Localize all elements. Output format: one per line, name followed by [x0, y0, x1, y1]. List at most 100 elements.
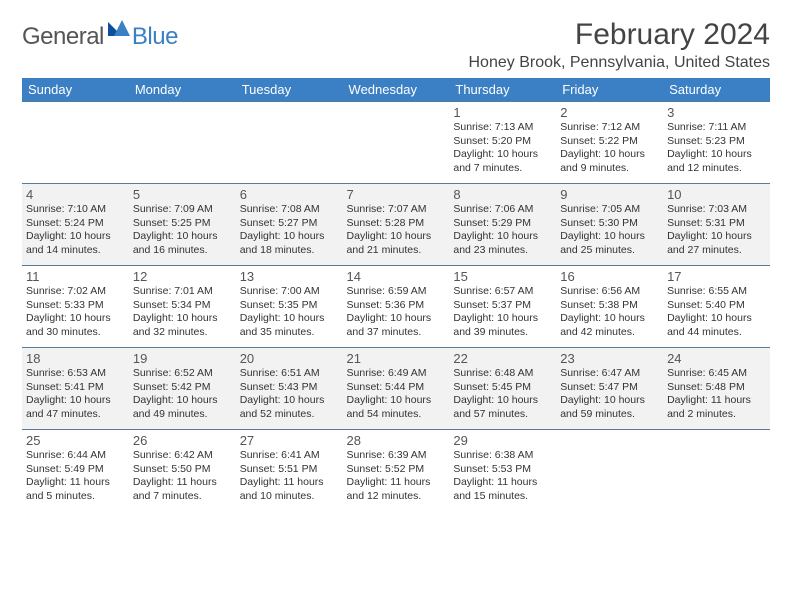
- sun-info: Sunrise: 7:09 AMSunset: 5:25 PMDaylight:…: [133, 203, 232, 258]
- sunset-line: Sunset: 5:37 PM: [453, 299, 552, 313]
- day-number: 14: [347, 269, 446, 284]
- calendar-cell: 28Sunrise: 6:39 AMSunset: 5:52 PMDayligh…: [343, 430, 450, 512]
- calendar-cell: [556, 430, 663, 512]
- daylight-line: Daylight: 10 hours and 52 minutes.: [240, 394, 339, 421]
- sunrise-line: Sunrise: 6:38 AM: [453, 449, 552, 463]
- daylight-line: Daylight: 10 hours and 25 minutes.: [560, 230, 659, 257]
- sun-info: Sunrise: 6:47 AMSunset: 5:47 PMDaylight:…: [560, 367, 659, 422]
- sunset-line: Sunset: 5:41 PM: [26, 381, 125, 395]
- calendar-cell: 2Sunrise: 7:12 AMSunset: 5:22 PMDaylight…: [556, 102, 663, 184]
- sunrise-line: Sunrise: 6:47 AM: [560, 367, 659, 381]
- sunrise-line: Sunrise: 6:59 AM: [347, 285, 446, 299]
- day-number: 15: [453, 269, 552, 284]
- calendar-cell: 22Sunrise: 6:48 AMSunset: 5:45 PMDayligh…: [449, 348, 556, 430]
- sun-info: Sunrise: 6:49 AMSunset: 5:44 PMDaylight:…: [347, 367, 446, 422]
- day-header-row: SundayMondayTuesdayWednesdayThursdayFrid…: [22, 78, 770, 102]
- daylight-line: Daylight: 10 hours and 59 minutes.: [560, 394, 659, 421]
- daylight-line: Daylight: 11 hours and 15 minutes.: [453, 476, 552, 503]
- daylight-line: Daylight: 10 hours and 14 minutes.: [26, 230, 125, 257]
- daylight-line: Daylight: 10 hours and 21 minutes.: [347, 230, 446, 257]
- title-block: February 2024 Honey Brook, Pennsylvania,…: [469, 18, 771, 72]
- daylight-line: Daylight: 11 hours and 7 minutes.: [133, 476, 232, 503]
- header: General Blue February 2024 Honey Brook, …: [22, 18, 770, 72]
- sunset-line: Sunset: 5:20 PM: [453, 135, 552, 149]
- daylight-line: Daylight: 10 hours and 47 minutes.: [26, 394, 125, 421]
- day-header: Saturday: [663, 78, 770, 102]
- logo-word-blue: Blue: [132, 23, 178, 51]
- sunrise-line: Sunrise: 6:48 AM: [453, 367, 552, 381]
- sunrise-line: Sunrise: 6:52 AM: [133, 367, 232, 381]
- day-header: Sunday: [22, 78, 129, 102]
- sunrise-line: Sunrise: 6:45 AM: [667, 367, 766, 381]
- sunrise-line: Sunrise: 7:01 AM: [133, 285, 232, 299]
- sunrise-line: Sunrise: 6:39 AM: [347, 449, 446, 463]
- day-number: 18: [26, 351, 125, 366]
- calendar-cell: [22, 102, 129, 184]
- day-number: 3: [667, 105, 766, 120]
- calendar-cell: 18Sunrise: 6:53 AMSunset: 5:41 PMDayligh…: [22, 348, 129, 430]
- calendar-cell: 23Sunrise: 6:47 AMSunset: 5:47 PMDayligh…: [556, 348, 663, 430]
- day-number: 23: [560, 351, 659, 366]
- calendar-cell: 10Sunrise: 7:03 AMSunset: 5:31 PMDayligh…: [663, 184, 770, 266]
- sunrise-line: Sunrise: 7:10 AM: [26, 203, 125, 217]
- sunset-line: Sunset: 5:23 PM: [667, 135, 766, 149]
- sunrise-line: Sunrise: 6:44 AM: [26, 449, 125, 463]
- sun-info: Sunrise: 6:51 AMSunset: 5:43 PMDaylight:…: [240, 367, 339, 422]
- calendar-cell: 7Sunrise: 7:07 AMSunset: 5:28 PMDaylight…: [343, 184, 450, 266]
- calendar-cell: 27Sunrise: 6:41 AMSunset: 5:51 PMDayligh…: [236, 430, 343, 512]
- calendar-cell: [129, 102, 236, 184]
- sunset-line: Sunset: 5:43 PM: [240, 381, 339, 395]
- day-number: 5: [133, 187, 232, 202]
- daylight-line: Daylight: 11 hours and 2 minutes.: [667, 394, 766, 421]
- sunset-line: Sunset: 5:42 PM: [133, 381, 232, 395]
- sunset-line: Sunset: 5:38 PM: [560, 299, 659, 313]
- calendar-cell: 1Sunrise: 7:13 AMSunset: 5:20 PMDaylight…: [449, 102, 556, 184]
- day-number: 1: [453, 105, 552, 120]
- sun-info: Sunrise: 6:57 AMSunset: 5:37 PMDaylight:…: [453, 285, 552, 340]
- calendar-grid: SundayMondayTuesdayWednesdayThursdayFrid…: [22, 78, 770, 512]
- day-number: 24: [667, 351, 766, 366]
- day-number: 25: [26, 433, 125, 448]
- sunset-line: Sunset: 5:29 PM: [453, 217, 552, 231]
- sunset-line: Sunset: 5:53 PM: [453, 463, 552, 477]
- sunset-line: Sunset: 5:22 PM: [560, 135, 659, 149]
- sunset-line: Sunset: 5:36 PM: [347, 299, 446, 313]
- day-number: 7: [347, 187, 446, 202]
- sunrise-line: Sunrise: 6:56 AM: [560, 285, 659, 299]
- sunrise-line: Sunrise: 6:55 AM: [667, 285, 766, 299]
- calendar-row: 1Sunrise: 7:13 AMSunset: 5:20 PMDaylight…: [22, 102, 770, 184]
- day-number: 21: [347, 351, 446, 366]
- sun-info: Sunrise: 6:39 AMSunset: 5:52 PMDaylight:…: [347, 449, 446, 504]
- sunrise-line: Sunrise: 6:42 AM: [133, 449, 232, 463]
- sun-info: Sunrise: 6:52 AMSunset: 5:42 PMDaylight:…: [133, 367, 232, 422]
- daylight-line: Daylight: 10 hours and 54 minutes.: [347, 394, 446, 421]
- sunset-line: Sunset: 5:45 PM: [453, 381, 552, 395]
- sun-info: Sunrise: 6:53 AMSunset: 5:41 PMDaylight:…: [26, 367, 125, 422]
- day-number: 16: [560, 269, 659, 284]
- calendar-row: 18Sunrise: 6:53 AMSunset: 5:41 PMDayligh…: [22, 348, 770, 430]
- sun-info: Sunrise: 7:06 AMSunset: 5:29 PMDaylight:…: [453, 203, 552, 258]
- sunset-line: Sunset: 5:28 PM: [347, 217, 446, 231]
- day-number: 19: [133, 351, 232, 366]
- day-number: 28: [347, 433, 446, 448]
- calendar-cell: 17Sunrise: 6:55 AMSunset: 5:40 PMDayligh…: [663, 266, 770, 348]
- day-header: Wednesday: [343, 78, 450, 102]
- day-number: 12: [133, 269, 232, 284]
- day-header: Tuesday: [236, 78, 343, 102]
- sunrise-line: Sunrise: 7:07 AM: [347, 203, 446, 217]
- daylight-line: Daylight: 10 hours and 23 minutes.: [453, 230, 552, 257]
- daylight-line: Daylight: 10 hours and 49 minutes.: [133, 394, 232, 421]
- calendar-row: 11Sunrise: 7:02 AMSunset: 5:33 PMDayligh…: [22, 266, 770, 348]
- daylight-line: Daylight: 10 hours and 57 minutes.: [453, 394, 552, 421]
- sunrise-line: Sunrise: 6:51 AM: [240, 367, 339, 381]
- calendar-cell: 8Sunrise: 7:06 AMSunset: 5:29 PMDaylight…: [449, 184, 556, 266]
- daylight-line: Daylight: 11 hours and 5 minutes.: [26, 476, 125, 503]
- sun-info: Sunrise: 7:13 AMSunset: 5:20 PMDaylight:…: [453, 121, 552, 176]
- calendar-page: General Blue February 2024 Honey Brook, …: [0, 0, 792, 530]
- logo-word-general: General: [22, 23, 104, 51]
- logo: General Blue: [22, 18, 178, 55]
- sun-info: Sunrise: 7:03 AMSunset: 5:31 PMDaylight:…: [667, 203, 766, 258]
- sunset-line: Sunset: 5:25 PM: [133, 217, 232, 231]
- daylight-line: Daylight: 10 hours and 7 minutes.: [453, 148, 552, 175]
- sunset-line: Sunset: 5:49 PM: [26, 463, 125, 477]
